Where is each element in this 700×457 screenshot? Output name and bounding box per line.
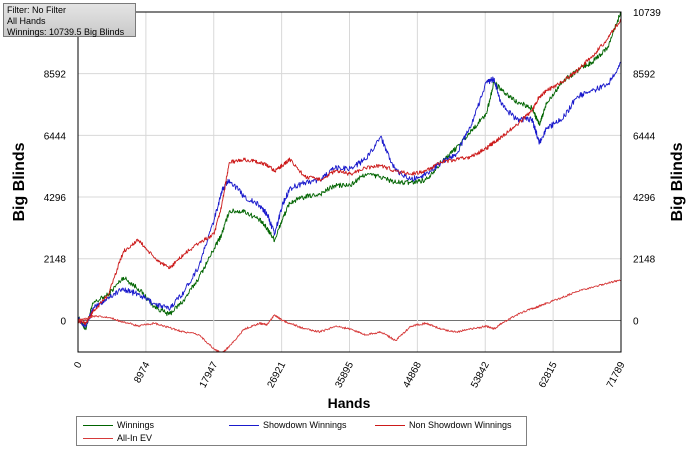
y-tick-label-right: 0 — [633, 316, 639, 327]
legend: Winnings Showdown Winnings Non Showdown … — [76, 416, 527, 446]
legend-swatch-showdown — [229, 424, 259, 426]
x-tick-label: 0 — [72, 360, 85, 370]
y-tick-label-left: 4296 — [44, 193, 67, 204]
hands-label: All Hands — [7, 16, 46, 26]
x-tick-label: 8974 — [132, 360, 152, 385]
winnings-label: Winnings: 10739.5 Big Blinds — [7, 27, 125, 37]
legend-item-allin-ev: All-In EV — [83, 432, 152, 444]
y-tick-label-left: 8592 — [44, 70, 67, 81]
x-tick-label: 53842 — [469, 360, 492, 390]
x-tick-label: 26921 — [266, 360, 289, 390]
legend-label-non-showdown: Non Showdown Winnings — [409, 420, 512, 430]
y-tick-label-right: 4296 — [633, 193, 656, 204]
legend-swatch-winnings — [83, 424, 113, 426]
plot-border — [77, 11, 622, 353]
legend-swatch-non-showdown — [375, 424, 405, 426]
x-tick-label: 71789 — [605, 360, 628, 390]
y-tick-label-left: 0 — [60, 316, 66, 327]
series-allin-ev-line — [78, 279, 621, 352]
y-axis-title-left: Big Blinds — [11, 142, 28, 221]
y-tick-label-right: 2148 — [633, 255, 656, 266]
x-axis-title: Hands — [328, 395, 371, 411]
y-tick-label-right: 6444 — [633, 131, 656, 142]
x-tick-label: 62815 — [537, 360, 560, 390]
y-tick-label-right: 8592 — [633, 70, 656, 81]
series-layer — [78, 12, 621, 352]
filter-info-box: Filter: No Filter All Hands Winnings: 10… — [3, 3, 136, 37]
legend-swatch-allin-ev — [83, 437, 113, 439]
y-tick-label-right: 10739 — [633, 8, 661, 19]
legend-label-allin-ev: All-In EV — [117, 433, 153, 443]
y-axis-title-right: Big Blinds — [669, 142, 686, 221]
legend-item-showdown: Showdown Winnings — [229, 419, 347, 431]
series-winnings-line — [78, 12, 621, 331]
y-tick-label-left: 2148 — [44, 255, 67, 266]
x-tick-label: 17947 — [198, 360, 221, 390]
x-tick-label: 44868 — [401, 360, 424, 390]
series-showdown-line — [78, 61, 621, 329]
series-non-showdown-line — [78, 18, 621, 326]
legend-item-non-showdown: Non Showdown Winnings — [375, 419, 512, 431]
y-tick-label-left: 6444 — [44, 131, 67, 142]
legend-label-showdown: Showdown Winnings — [263, 420, 347, 430]
filter-label: Filter: No Filter — [7, 5, 67, 15]
x-tick-label: 35895 — [333, 360, 356, 390]
legend-label-winnings: Winnings — [117, 420, 155, 430]
legend-item-winnings: Winnings — [83, 419, 154, 431]
